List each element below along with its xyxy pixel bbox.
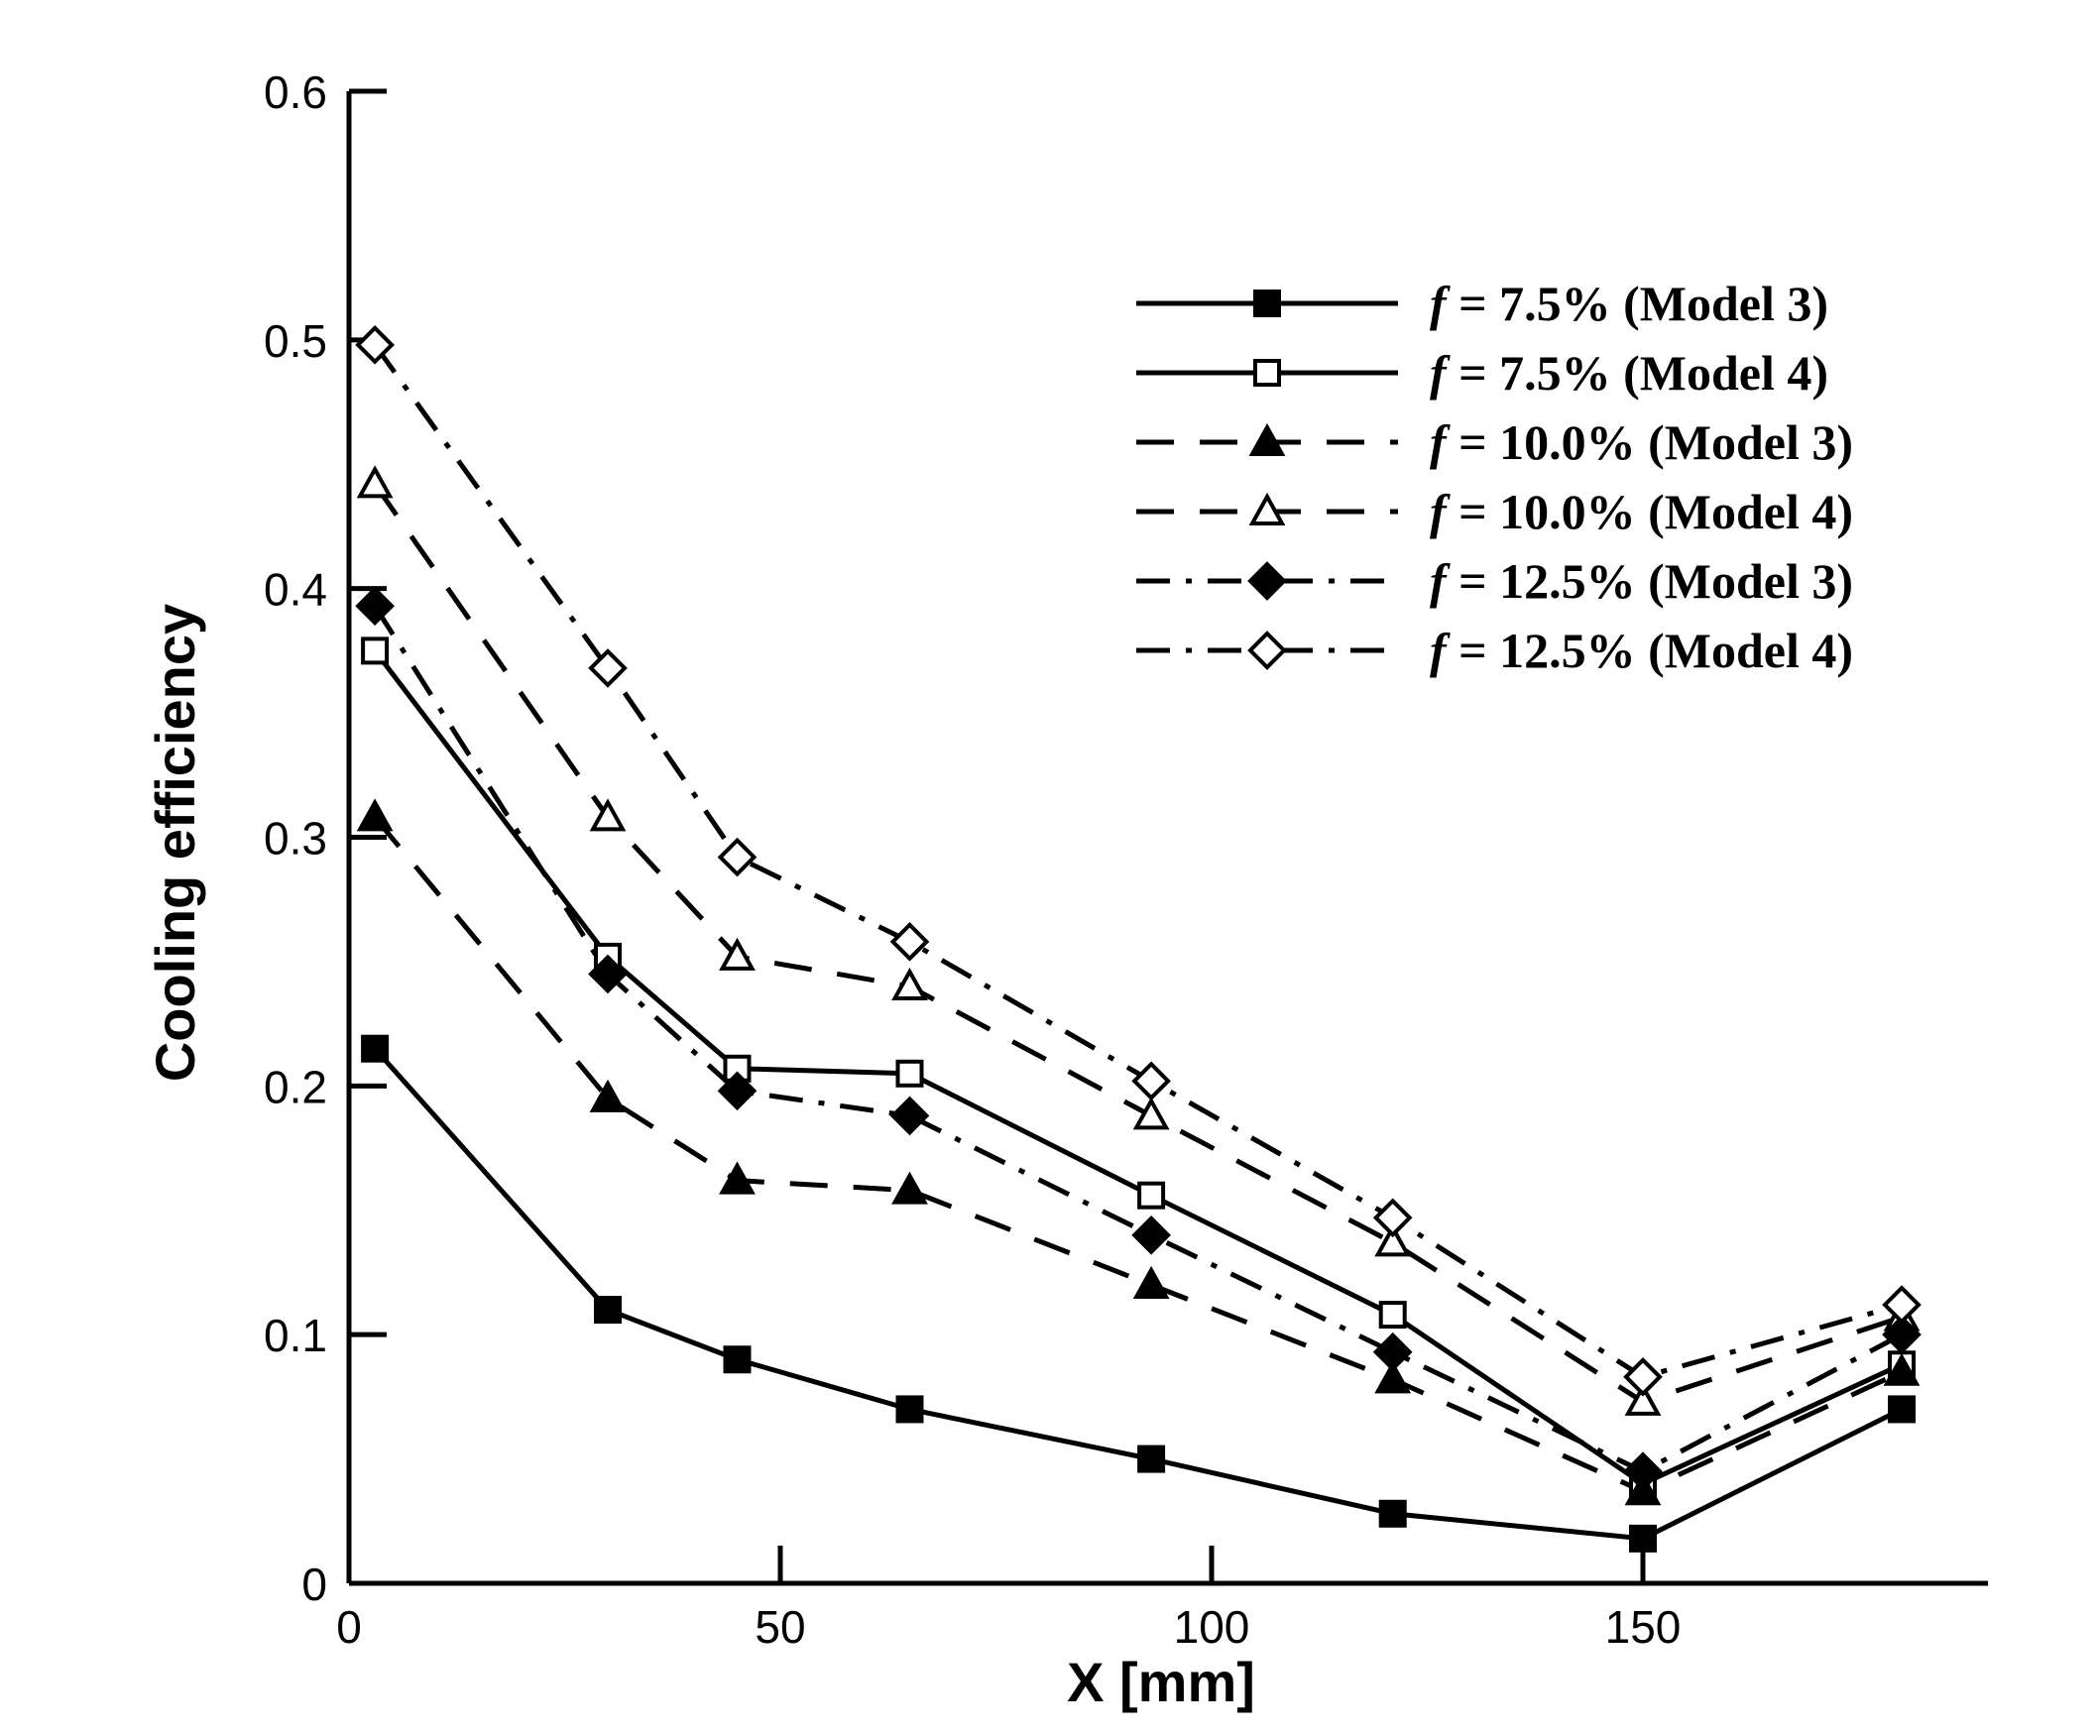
legend-marker-3 xyxy=(1248,422,1286,456)
data-point-s5-2 xyxy=(588,954,628,994)
y-tick-label: 0.4 xyxy=(264,564,327,616)
data-point-s6-5 xyxy=(1131,1061,1171,1101)
x-tick-label: 0 xyxy=(336,1601,362,1653)
legend-marker-4 xyxy=(1248,492,1286,525)
data-point-s5-1 xyxy=(355,586,395,627)
data-point-s4-4 xyxy=(891,967,928,1000)
x-tick-label: 150 xyxy=(1605,1601,1682,1653)
data-point-s5-3 xyxy=(717,1071,758,1111)
legend-label-5: f = 12.5% (Model 3) xyxy=(1430,553,1853,609)
data-point-s4-3 xyxy=(719,937,756,971)
legend-marker-2 xyxy=(1253,359,1281,387)
y-tick-label: 0 xyxy=(301,1559,327,1610)
data-point-s6-8 xyxy=(1882,1285,1922,1325)
data-point-s6-4 xyxy=(889,922,930,962)
y-tick-label: 0.1 xyxy=(264,1310,327,1361)
data-point-s3-6 xyxy=(1374,1360,1412,1394)
legend-label-6: f = 12.5% (Model 4) xyxy=(1430,623,1853,678)
y-tick-label: 0.2 xyxy=(264,1061,327,1112)
series-markers xyxy=(355,325,1922,1553)
data-point-s5-7 xyxy=(1623,1451,1663,1491)
series-line-5 xyxy=(372,604,1904,1474)
data-point-s5-5 xyxy=(1131,1215,1171,1255)
data-point-s1-4 xyxy=(895,1395,924,1424)
data-point-s4-2 xyxy=(589,798,627,832)
data-point-s3-4 xyxy=(891,1171,928,1205)
data-point-s4-7 xyxy=(1624,1382,1662,1416)
data-point-s3-3 xyxy=(719,1161,756,1195)
data-point-s2-4 xyxy=(895,1059,924,1088)
y-tick-label: 0.6 xyxy=(264,66,327,118)
data-point-s3-8 xyxy=(1883,1352,1921,1386)
data-point-s4-1 xyxy=(356,465,394,499)
data-point-s4-5 xyxy=(1132,1097,1170,1130)
data-point-s1-5 xyxy=(1137,1445,1166,1473)
y-tick-label: 0.5 xyxy=(264,315,327,367)
data-point-s6-3 xyxy=(717,837,758,877)
data-point-s3-5 xyxy=(1132,1265,1170,1299)
data-point-s2-6 xyxy=(1378,1301,1407,1330)
data-point-s2-1 xyxy=(361,637,390,665)
legend-marker-6 xyxy=(1247,631,1287,670)
y-tick-label: 0.3 xyxy=(264,813,327,865)
legend-marker-5 xyxy=(1247,561,1287,601)
y-axis-title: Cooling efficiency xyxy=(144,604,206,1082)
data-point-s6-6 xyxy=(1372,1198,1413,1238)
data-point-s1-2 xyxy=(594,1296,622,1325)
data-point-s3-1 xyxy=(356,798,394,832)
data-point-s6-7 xyxy=(1623,1356,1663,1397)
x-tick-label: 100 xyxy=(1174,1601,1250,1653)
data-point-s5-8 xyxy=(1882,1315,1922,1354)
series-line-3 xyxy=(373,815,1904,1494)
data-point-s5-4 xyxy=(889,1096,930,1136)
legend-label-2: f = 7.5% (Model 4) xyxy=(1430,345,1828,401)
data-point-s1-6 xyxy=(1378,1499,1407,1528)
legend-marker-1 xyxy=(1253,289,1281,317)
data-point-s1-8 xyxy=(1888,1395,1916,1424)
data-point-s1-3 xyxy=(723,1345,752,1374)
series-line-2 xyxy=(373,648,1904,1487)
series-lines xyxy=(372,343,1904,1542)
x-tick-label: 50 xyxy=(755,1601,805,1653)
legend: f = 7.5% (Model 3) f = 7.5% (Model 4) f = … xyxy=(1136,276,1853,678)
data-point-s3-2 xyxy=(589,1079,627,1112)
legend-label-4: f = 10.0% (Model 4) xyxy=(1430,484,1853,539)
data-point-s1-7 xyxy=(1629,1524,1657,1553)
x-axis-title: X [mm] xyxy=(1067,1651,1255,1713)
data-point-s4-6 xyxy=(1374,1223,1412,1257)
data-point-s5-6 xyxy=(1372,1331,1413,1372)
series-line-4 xyxy=(373,482,1903,1405)
legend-label-1: f = 7.5% (Model 3) xyxy=(1430,276,1828,331)
data-point-s6-1 xyxy=(355,325,395,365)
legend-label-3: f = 10.0% (Model 3) xyxy=(1430,414,1853,470)
data-point-s2-5 xyxy=(1137,1181,1166,1210)
data-point-s6-2 xyxy=(588,648,628,688)
series-line-1 xyxy=(373,1047,1904,1542)
series-line-6 xyxy=(373,343,1903,1380)
data-point-s1-1 xyxy=(361,1034,390,1063)
